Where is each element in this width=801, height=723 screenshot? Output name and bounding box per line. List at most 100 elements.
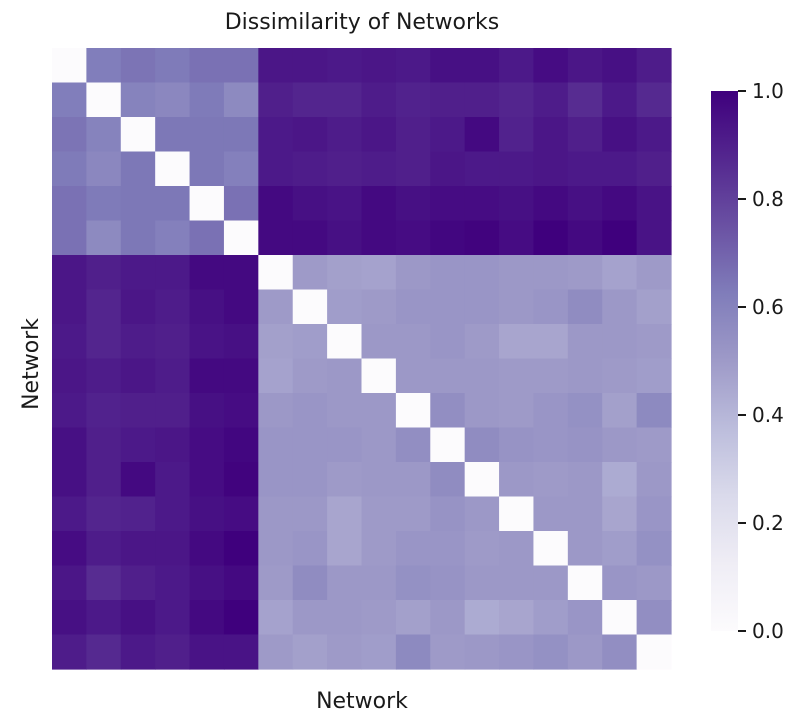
heatmap-cell <box>533 393 569 429</box>
heatmap-cell <box>499 393 535 429</box>
heatmap-cell <box>499 255 535 291</box>
heatmap-cell <box>120 220 156 256</box>
heatmap-cell <box>499 462 535 498</box>
heatmap-cell <box>189 48 225 84</box>
heatmap-cell <box>155 634 191 670</box>
heatmap-cell <box>533 565 569 601</box>
heatmap-cell <box>361 82 397 118</box>
heatmap-cell <box>327 324 363 360</box>
heatmap-cell <box>361 48 397 84</box>
heatmap-cell <box>499 82 535 118</box>
heatmap-cell <box>430 151 466 187</box>
heatmap-cell <box>533 151 569 187</box>
heatmap-cell <box>86 255 122 291</box>
heatmap-cell <box>361 393 397 429</box>
heatmap-cell <box>86 393 122 429</box>
heatmap-cell <box>155 496 191 532</box>
heatmap-cell <box>430 82 466 118</box>
heatmap-cell <box>499 48 535 84</box>
heatmap-cell <box>120 634 156 670</box>
heatmap-cell <box>155 427 191 463</box>
heatmap-cell <box>567 531 603 567</box>
heatmap-cell <box>567 48 603 84</box>
heatmap-cell <box>464 565 500 601</box>
heatmap-cell <box>567 186 603 222</box>
heatmap-cell <box>395 427 431 463</box>
heatmap-cell <box>327 393 363 429</box>
heatmap-cell <box>499 600 535 636</box>
heatmap-cell <box>636 289 672 325</box>
heatmap-cell <box>395 186 431 222</box>
heatmap-cell <box>533 496 569 532</box>
heatmap-cell <box>155 462 191 498</box>
heatmap-cell <box>602 496 638 532</box>
heatmap-cell <box>499 324 535 360</box>
heatmap-cell <box>223 151 259 187</box>
heatmap-cell <box>189 634 225 670</box>
heatmap-cell <box>636 565 672 601</box>
heatmap-cell <box>361 151 397 187</box>
heatmap-cell <box>464 600 500 636</box>
heatmap-cell <box>430 531 466 567</box>
heatmap-cell <box>52 48 87 84</box>
heatmap-cell <box>395 565 431 601</box>
heatmap-cell <box>86 358 122 394</box>
heatmap-cell <box>155 48 191 84</box>
heatmap-cell <box>636 48 672 84</box>
heatmap-cell <box>223 186 259 222</box>
heatmap-cell <box>395 117 431 153</box>
heatmap-cell <box>189 600 225 636</box>
heatmap-cell <box>567 496 603 532</box>
heatmap-cell <box>636 531 672 567</box>
heatmap-cell <box>602 358 638 394</box>
heatmap-cell <box>258 531 294 567</box>
heatmap-cell <box>189 220 225 256</box>
heatmap-cell <box>567 82 603 118</box>
heatmap-cell <box>52 427 87 463</box>
heatmap-cell <box>395 82 431 118</box>
heatmap-cell <box>395 255 431 291</box>
heatmap-cell <box>258 393 294 429</box>
heatmap-cell <box>258 186 294 222</box>
heatmap-cell <box>258 634 294 670</box>
heatmap-cell <box>499 634 535 670</box>
heatmap-cell <box>223 600 259 636</box>
heatmap-cell <box>533 324 569 360</box>
heatmap-cell <box>52 600 87 636</box>
heatmap-cell <box>327 565 363 601</box>
heatmap-cell <box>189 427 225 463</box>
heatmap-cell <box>533 255 569 291</box>
heatmap-cell <box>430 186 466 222</box>
heatmap-cell <box>361 117 397 153</box>
heatmap-cell <box>258 600 294 636</box>
heatmap-cell <box>636 634 672 670</box>
heatmap-cell <box>189 289 225 325</box>
heatmap-cell <box>430 289 466 325</box>
heatmap-cell <box>292 634 328 670</box>
heatmap-cell <box>223 48 259 84</box>
heatmap-cell <box>636 117 672 153</box>
heatmap-cell <box>292 393 328 429</box>
heatmap-cell <box>430 358 466 394</box>
heatmap-cell <box>223 565 259 601</box>
heatmap-cell <box>636 393 672 429</box>
heatmap-cell <box>120 358 156 394</box>
heatmap-cell <box>189 462 225 498</box>
heatmap-cell <box>52 186 87 222</box>
heatmap-cell <box>361 255 397 291</box>
heatmap-cell <box>567 565 603 601</box>
heatmap-cell <box>533 117 569 153</box>
heatmap-cell <box>258 82 294 118</box>
heatmap-cell <box>430 393 466 429</box>
heatmap-cell <box>327 151 363 187</box>
heatmap-cell <box>430 634 466 670</box>
heatmap-cell <box>258 151 294 187</box>
heatmap-cell <box>189 255 225 291</box>
heatmap-cell <box>499 151 535 187</box>
heatmap-cell <box>292 324 328 360</box>
heatmap-cell <box>567 462 603 498</box>
heatmap-cell <box>602 48 638 84</box>
heatmap-cell <box>636 427 672 463</box>
heatmap-cell <box>395 220 431 256</box>
heatmap-cell <box>327 289 363 325</box>
